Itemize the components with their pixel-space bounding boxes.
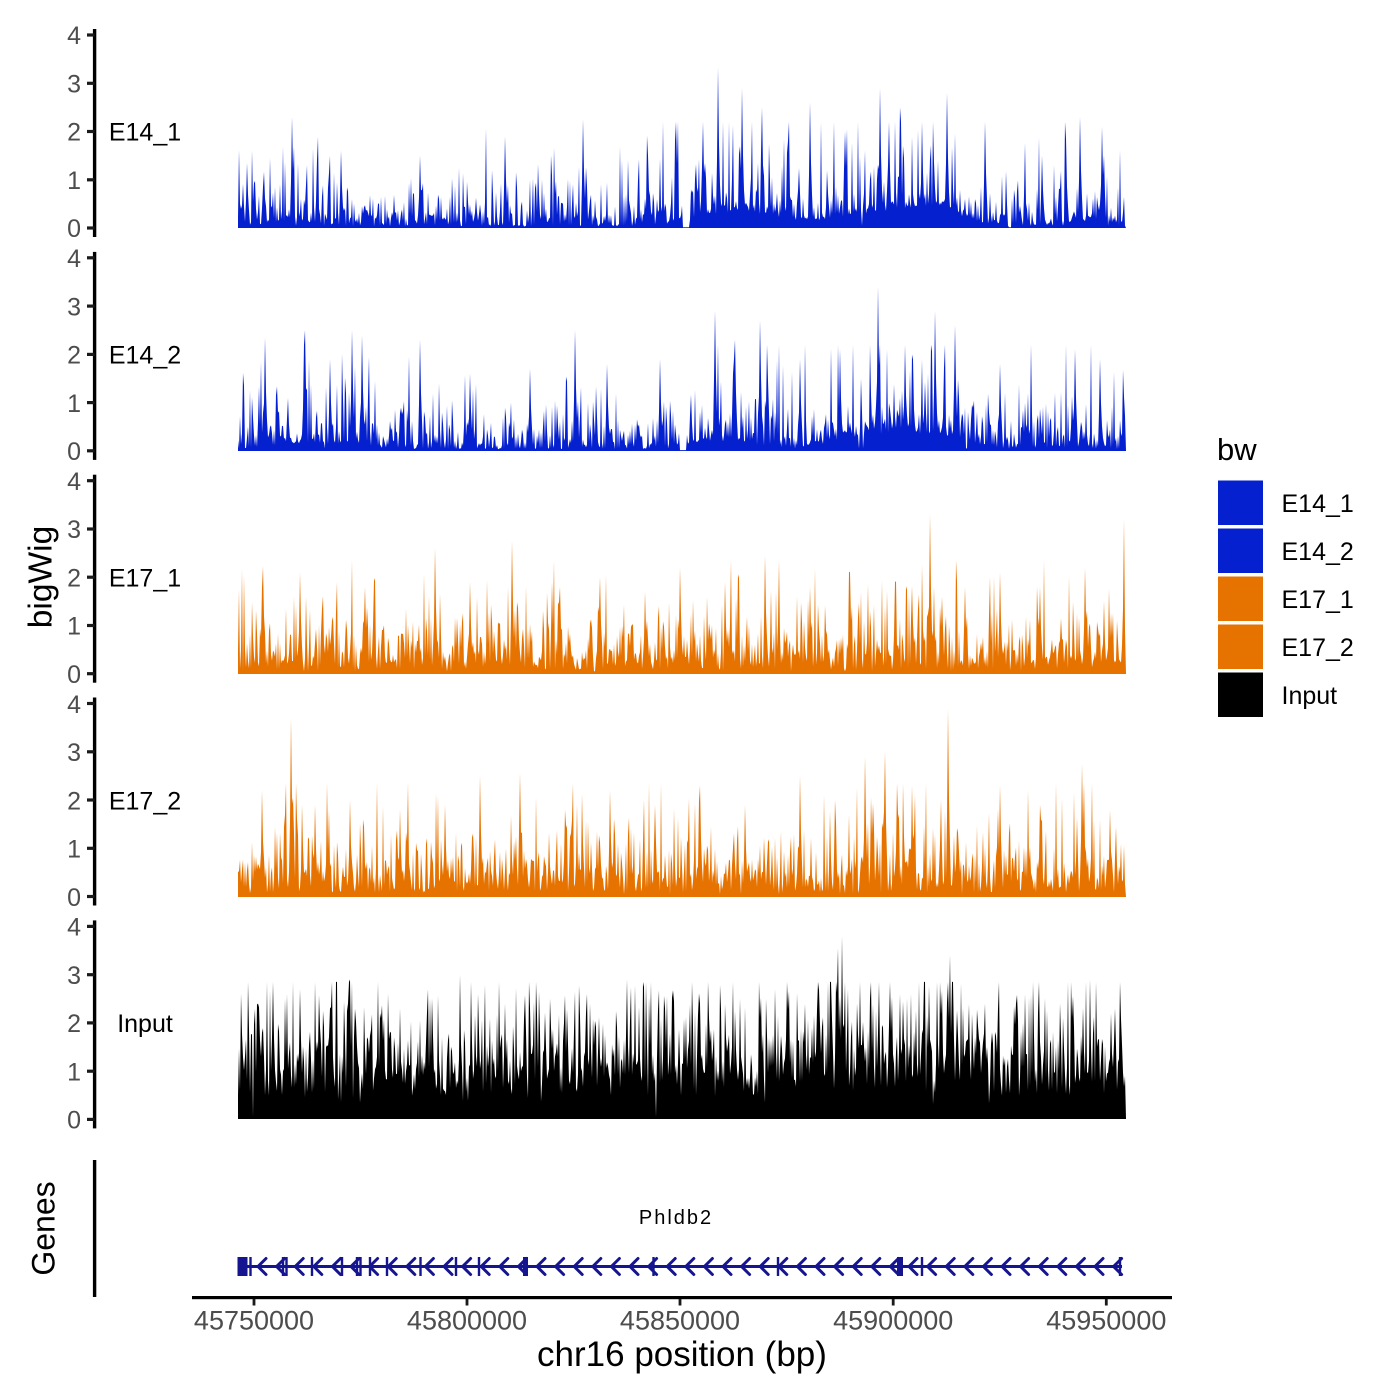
- svg-text:1: 1: [67, 390, 81, 418]
- svg-text:E17_2: E17_2: [109, 787, 181, 815]
- svg-text:3: 3: [67, 70, 81, 98]
- svg-text:45850000: 45850000: [620, 1306, 740, 1336]
- svg-text:Genes: Genes: [26, 1181, 62, 1275]
- svg-text:0: 0: [67, 884, 81, 912]
- svg-text:3: 3: [67, 293, 81, 321]
- svg-text:E14_1: E14_1: [1282, 490, 1354, 518]
- svg-text:1: 1: [67, 836, 81, 864]
- svg-text:Input: Input: [117, 1010, 173, 1038]
- svg-text:E14_2: E14_2: [1282, 538, 1354, 566]
- svg-text:4: 4: [67, 468, 81, 496]
- svg-text:2: 2: [67, 564, 81, 592]
- svg-text:1: 1: [67, 613, 81, 641]
- svg-text:45900000: 45900000: [833, 1306, 953, 1336]
- svg-text:4: 4: [67, 245, 81, 273]
- svg-text:E17_1: E17_1: [1282, 586, 1354, 614]
- svg-text:bw: bw: [1217, 432, 1257, 467]
- svg-text:1: 1: [67, 1058, 81, 1086]
- svg-text:0: 0: [67, 215, 81, 243]
- svg-text:0: 0: [67, 1107, 81, 1135]
- svg-text:E17_1: E17_1: [109, 564, 181, 592]
- svg-text:Phldb2: Phldb2: [639, 1207, 713, 1229]
- svg-text:4: 4: [67, 914, 81, 942]
- svg-text:2: 2: [67, 787, 81, 815]
- svg-text:3: 3: [67, 739, 81, 767]
- svg-text:45750000: 45750000: [194, 1306, 314, 1336]
- svg-text:E17_2: E17_2: [1282, 634, 1354, 662]
- svg-text:4: 4: [67, 691, 81, 719]
- svg-text:E14_1: E14_1: [109, 119, 181, 147]
- svg-text:2: 2: [67, 119, 81, 147]
- svg-text:3: 3: [67, 962, 81, 990]
- svg-text:45950000: 45950000: [1046, 1306, 1166, 1336]
- svg-text:chr16 position (bp): chr16 position (bp): [537, 1335, 827, 1374]
- svg-text:2: 2: [67, 342, 81, 370]
- svg-text:4: 4: [67, 22, 81, 50]
- svg-text:E14_2: E14_2: [109, 342, 181, 370]
- svg-text:0: 0: [67, 438, 81, 466]
- svg-text:1: 1: [67, 167, 81, 195]
- svg-text:0: 0: [67, 661, 81, 689]
- svg-text:3: 3: [67, 516, 81, 544]
- svg-text:45800000: 45800000: [407, 1306, 527, 1336]
- svg-text:bigWig: bigWig: [23, 526, 60, 628]
- svg-text:Input: Input: [1282, 682, 1338, 710]
- svg-text:2: 2: [67, 1010, 81, 1038]
